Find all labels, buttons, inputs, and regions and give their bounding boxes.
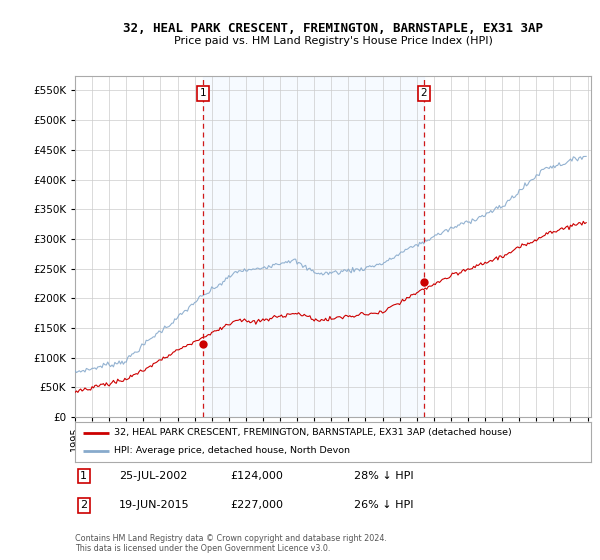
Text: 32, HEAL PARK CRESCENT, FREMINGTON, BARNSTAPLE, EX31 3AP (detached house): 32, HEAL PARK CRESCENT, FREMINGTON, BARN… [114, 428, 511, 437]
Text: 25-JUL-2002: 25-JUL-2002 [119, 471, 187, 481]
Text: 19-JUN-2015: 19-JUN-2015 [119, 500, 190, 510]
Text: £124,000: £124,000 [230, 471, 283, 481]
Text: 26% ↓ HPI: 26% ↓ HPI [353, 500, 413, 510]
Text: 28% ↓ HPI: 28% ↓ HPI [353, 471, 413, 481]
Text: 2: 2 [80, 500, 87, 510]
Text: 1: 1 [200, 88, 206, 99]
Text: 2: 2 [421, 88, 427, 99]
Text: Price paid vs. HM Land Registry's House Price Index (HPI): Price paid vs. HM Land Registry's House … [173, 36, 493, 46]
Text: Contains HM Land Registry data © Crown copyright and database right 2024.
This d: Contains HM Land Registry data © Crown c… [75, 534, 387, 553]
Text: 1: 1 [80, 471, 87, 481]
Text: HPI: Average price, detached house, North Devon: HPI: Average price, detached house, Nort… [114, 446, 350, 455]
Bar [203, 76, 424, 417]
Text: £227,000: £227,000 [230, 500, 283, 510]
Text: 32, HEAL PARK CRESCENT, FREMINGTON, BARNSTAPLE, EX31 3AP: 32, HEAL PARK CRESCENT, FREMINGTON, BARN… [123, 22, 543, 35]
